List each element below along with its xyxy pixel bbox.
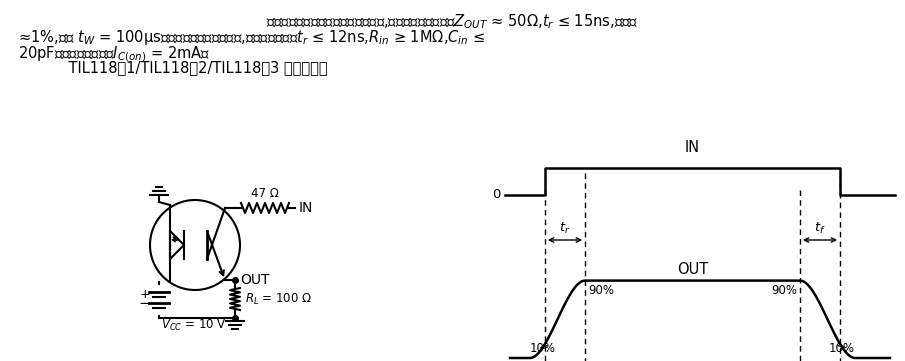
Text: 10%: 10% — [530, 342, 556, 355]
Text: 47 Ω: 47 Ω — [251, 187, 279, 200]
Text: $t_f$: $t_f$ — [814, 221, 825, 236]
Text: 90%: 90% — [588, 284, 614, 297]
Text: $V_{CC}$ = 10 V: $V_{CC}$ = 10 V — [161, 318, 227, 333]
Text: IN: IN — [299, 201, 313, 215]
Text: 0: 0 — [491, 188, 500, 201]
Text: +: + — [139, 287, 150, 300]
Text: 10%: 10% — [829, 342, 855, 355]
Text: IN: IN — [685, 140, 700, 155]
Text: TIL118＃1/TIL118＃2/TIL118＃3 型光耦合器: TIL118＃1/TIL118＃2/TIL118＃3 型光耦合器 — [50, 60, 328, 75]
Text: 90%: 90% — [771, 284, 797, 297]
Text: $t_r$: $t_r$ — [559, 221, 571, 236]
Text: −: − — [138, 296, 151, 312]
Text: 20pF。输入脉冲幅度；$I_{C(on)}$ = 2mA。: 20pF。输入脉冲幅度；$I_{C(on)}$ = 2mA。 — [18, 44, 210, 64]
Text: $R_L$ = 100 Ω: $R_L$ = 100 Ω — [245, 291, 312, 306]
Text: OUT: OUT — [677, 262, 708, 277]
Text: ≈1%,脉宽 $t_W$ = 100μs。输出波形由示波器监视,示波器的特性：$t_r$ ≤ 12ns,$R_{in}$ ≥ 1MΩ,$C_{in}$ ≤: ≈1%,脉宽 $t_W$ = 100μs。输出波形由示波器监视,示波器的特性：$… — [18, 28, 485, 47]
Text: 电路中的输入波形由信号产生器提供,信号产生器的特性；$Z_{OUT}$ ≈ 50Ω,$t_r$ ≤ 15ns,占空比: 电路中的输入波形由信号产生器提供,信号产生器的特性；$Z_{OUT}$ ≈ 50… — [266, 12, 638, 31]
Text: OUT: OUT — [240, 273, 270, 287]
